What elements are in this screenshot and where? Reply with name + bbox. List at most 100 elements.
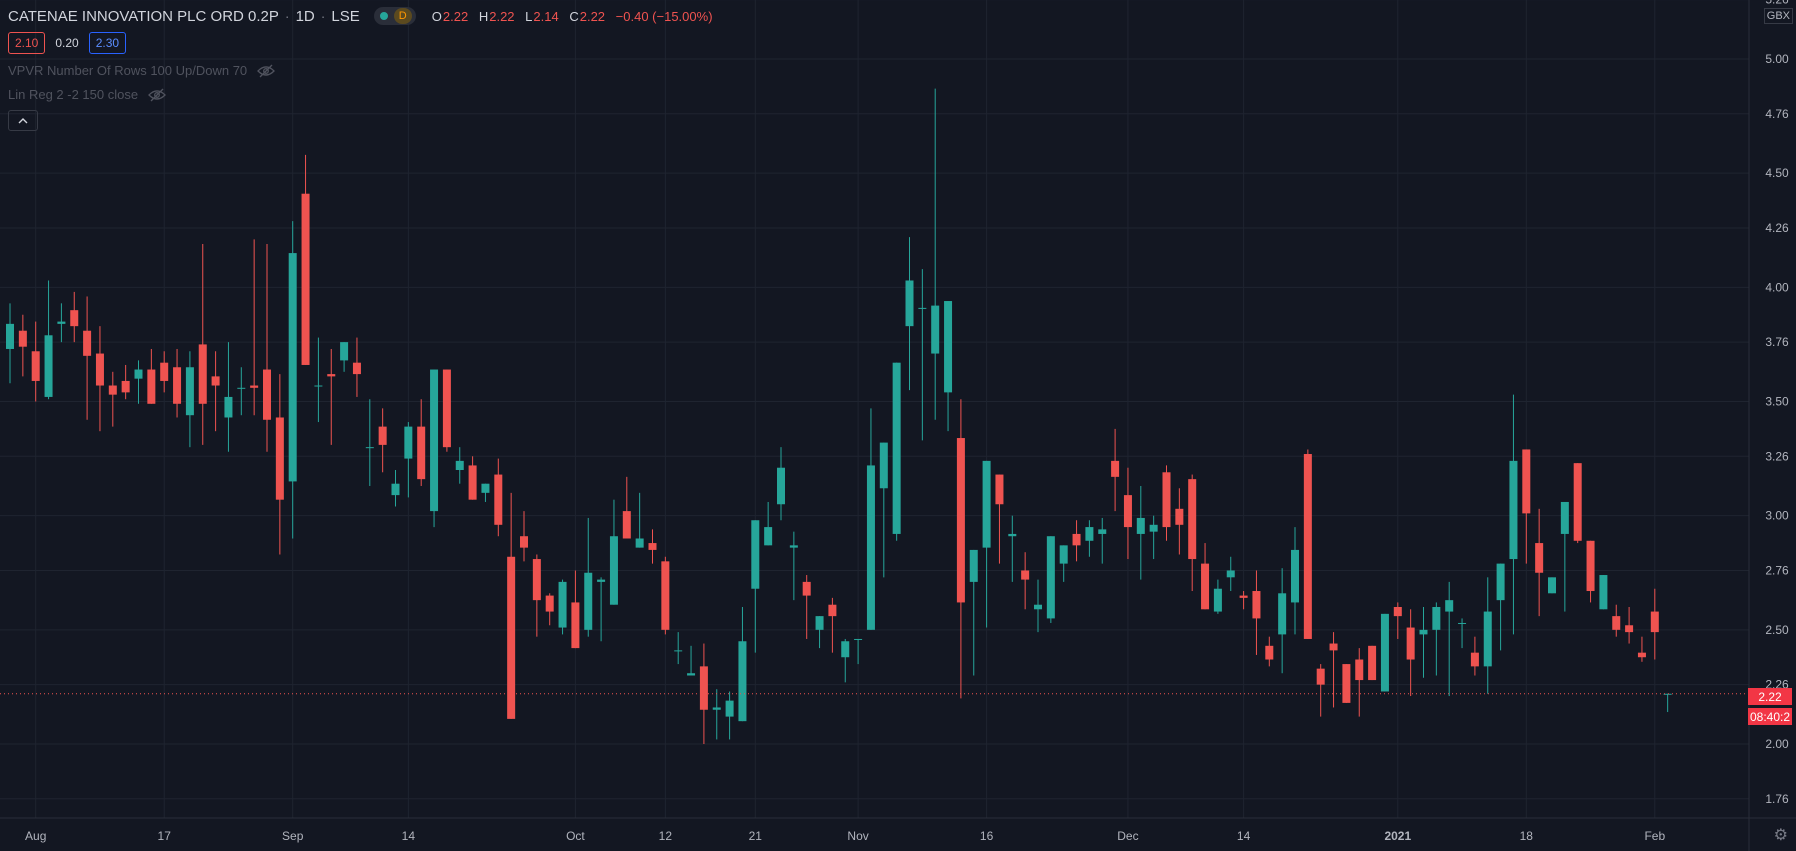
candle[interactable] (1329, 632, 1338, 708)
candle[interactable] (879, 442, 888, 578)
candle[interactable] (982, 460, 991, 628)
candle[interactable] (1535, 508, 1544, 617)
candle[interactable] (1265, 636, 1274, 667)
candle[interactable] (789, 531, 798, 601)
candle[interactable] (802, 575, 811, 639)
candle[interactable] (1599, 575, 1608, 610)
candle[interactable] (1496, 563, 1505, 651)
candle[interactable] (1380, 613, 1389, 692)
candle[interactable] (674, 632, 683, 665)
interval-label[interactable]: 1D (295, 7, 315, 25)
candle[interactable] (430, 369, 439, 528)
candle[interactable] (1123, 467, 1132, 560)
candle[interactable] (1008, 515, 1017, 582)
candle[interactable] (1522, 449, 1531, 564)
candle[interactable] (905, 237, 914, 391)
candle[interactable] (584, 517, 593, 637)
candle[interactable] (1034, 579, 1042, 633)
candle[interactable] (1548, 577, 1556, 594)
candle[interactable] (378, 408, 387, 473)
candle[interactable] (1573, 463, 1582, 544)
candle[interactable] (1368, 645, 1377, 681)
candle[interactable] (725, 691, 734, 740)
gear-icon[interactable]: ⚙ (1773, 827, 1788, 844)
candle[interactable] (507, 492, 516, 719)
candle[interactable] (1162, 465, 1171, 541)
candle[interactable] (1355, 648, 1364, 717)
candle[interactable] (1072, 520, 1081, 562)
candle[interactable] (352, 337, 361, 397)
candle[interactable] (854, 638, 863, 665)
candle[interactable] (1175, 488, 1184, 555)
candle[interactable] (1098, 517, 1107, 564)
candle[interactable] (1560, 501, 1569, 612)
candle[interactable] (1252, 570, 1261, 655)
candle[interactable] (969, 549, 978, 676)
candle[interactable] (520, 511, 528, 562)
candle[interactable] (494, 458, 503, 537)
candle[interactable] (828, 597, 837, 653)
candle[interactable] (134, 360, 143, 404)
candle[interactable] (866, 408, 875, 630)
candle[interactable] (301, 154, 310, 365)
eye-hidden-icon[interactable] (257, 64, 276, 78)
candle[interactable] (956, 399, 965, 699)
candle[interactable] (1458, 618, 1467, 649)
eye-hidden-icon[interactable] (148, 88, 167, 102)
candle[interactable] (327, 348, 336, 445)
candle[interactable] (185, 351, 194, 448)
candle[interactable] (712, 689, 721, 740)
candle[interactable] (288, 221, 297, 539)
candle[interactable] (6, 303, 14, 384)
candle[interactable] (365, 399, 374, 486)
candle[interactable] (1111, 428, 1120, 512)
candle[interactable] (995, 474, 1004, 564)
candle[interactable] (687, 645, 696, 676)
candle[interactable] (31, 321, 40, 402)
candle[interactable] (442, 369, 451, 452)
candle[interactable] (1149, 515, 1158, 560)
candle[interactable] (1188, 474, 1197, 592)
candle[interactable] (160, 351, 169, 393)
indicator-linreg[interactable]: Lin Reg 2 -2 150 close (8, 87, 167, 102)
candle[interactable] (661, 556, 670, 635)
candle[interactable] (70, 291, 79, 343)
candle[interactable] (1021, 552, 1030, 610)
candle[interactable] (468, 456, 477, 500)
candle[interactable] (250, 239, 259, 416)
candle[interactable] (622, 476, 631, 539)
collapse-legend-button[interactable] (8, 110, 38, 131)
candle[interactable] (558, 579, 567, 635)
candle[interactable] (1046, 536, 1055, 623)
candle[interactable] (1406, 609, 1415, 697)
candle[interactable] (1316, 664, 1325, 717)
candle[interactable] (147, 348, 156, 404)
candle[interactable] (1663, 693, 1672, 713)
candle[interactable] (892, 362, 901, 541)
candle[interactable] (1509, 394, 1518, 635)
candle[interactable] (224, 342, 233, 452)
candle[interactable] (481, 483, 490, 502)
candle[interactable] (1419, 607, 1428, 678)
candle[interactable] (211, 351, 220, 432)
candle[interactable] (1201, 543, 1210, 610)
candle[interactable] (1136, 485, 1145, 580)
candle[interactable] (944, 301, 953, 432)
candle[interactable] (1085, 520, 1094, 557)
candle[interactable] (404, 422, 413, 498)
candle[interactable] (1239, 591, 1248, 610)
candle[interactable] (648, 529, 657, 564)
candle[interactable] (314, 337, 323, 423)
candle[interactable] (391, 470, 400, 507)
candle[interactable] (1650, 588, 1659, 660)
candle[interactable] (1637, 636, 1646, 662)
time-axis[interactable]: Aug 17 Sep 14 Oct 12 21 Nov 16 Dec 14 2021 18 Feb (0, 817, 1796, 843)
candle[interactable] (1303, 449, 1312, 639)
candle[interactable] (1483, 577, 1492, 694)
candle[interactable] (597, 577, 606, 642)
indicator-vpvr[interactable]: VPVR Number Of Rows 100 Up/Down 70 (8, 63, 276, 78)
candle[interactable] (1470, 636, 1479, 676)
candle[interactable] (44, 280, 53, 400)
candle[interactable] (83, 296, 92, 420)
